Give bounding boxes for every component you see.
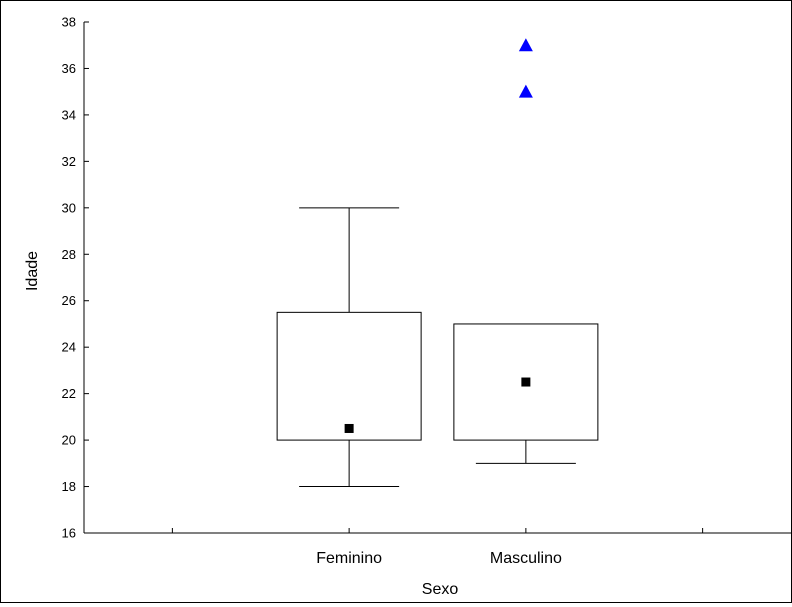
x-tick-label: Masculino [490,550,562,567]
x-axis-title: Sexo [422,581,459,598]
y-tick-label: 32 [62,154,76,169]
iqr-box [276,311,422,441]
y-tick-label: 18 [62,479,76,494]
axes: 16 18 20 22 24 26 28 30 32 34 36 38 Feminino Masculin… [62,15,791,567]
y-axis-title: Idade [24,251,41,291]
iqr-box [453,323,599,441]
y-tick-label: 22 [62,386,76,401]
y-tick-label: 20 [62,433,76,448]
y-tick-label: 24 [62,340,76,355]
y-tick-label: 38 [62,15,76,30]
y-tick-label: 28 [62,247,76,262]
box-feminino [276,207,422,488]
boxes [276,38,599,488]
x-tick-label: Feminino [316,550,382,567]
y-tick-label: 26 [62,293,76,308]
y-tick-label: 30 [62,200,76,215]
y-tick-label: 36 [62,61,76,76]
median-marker [344,423,354,433]
y-tick-label: 34 [62,107,76,122]
outlier-marker [518,38,533,52]
median-marker [521,377,531,387]
y-tick-label: 16 [62,526,76,541]
outlier-marker [518,84,533,98]
box-masculino [453,38,599,464]
